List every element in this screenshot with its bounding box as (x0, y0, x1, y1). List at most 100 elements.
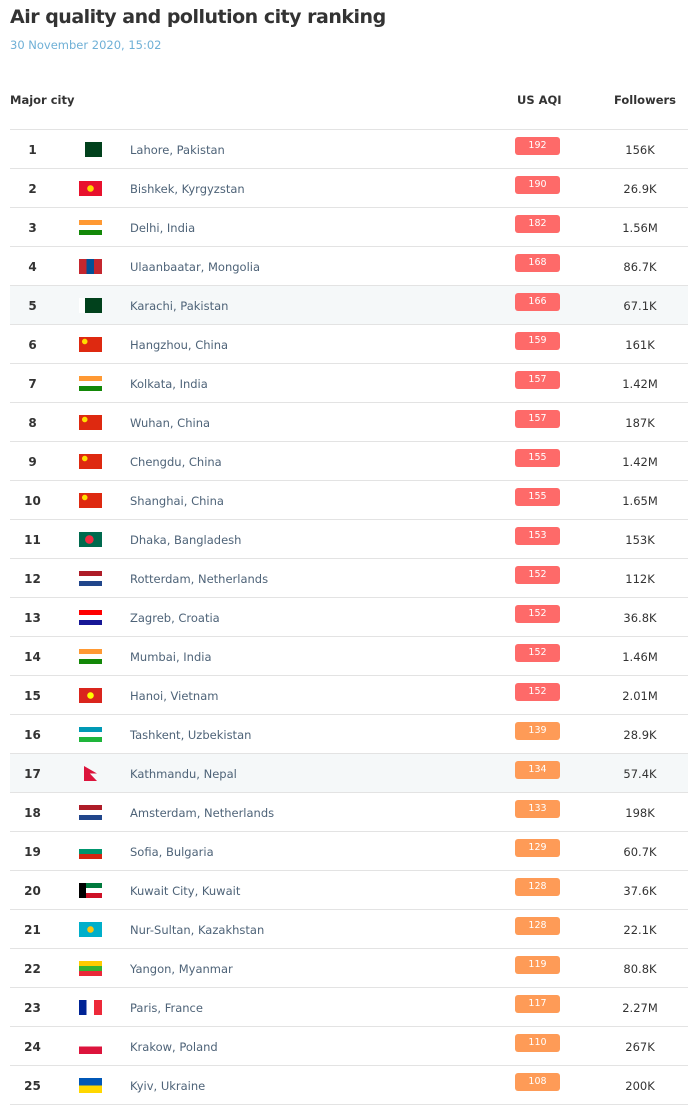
city-link[interactable]: Amsterdam, Netherlands (130, 806, 275, 820)
table-row[interactable]: 25 Kyiv, Ukraine 108 200K (10, 1066, 688, 1105)
aqi-badge: 133 (515, 800, 560, 818)
city-link[interactable]: Karachi, Pakistan (130, 299, 229, 313)
flag-cn-icon (79, 493, 102, 508)
city-link[interactable]: Lahore, Pakistan (130, 143, 225, 157)
city-link[interactable]: Paris, France (130, 1001, 203, 1015)
header-us-aqi[interactable]: US AQI (517, 93, 562, 107)
followers-count: 80.8K (623, 962, 657, 976)
rank: 12 (24, 572, 41, 586)
city-link[interactable]: Krakow, Poland (130, 1040, 218, 1054)
header-followers[interactable]: Followers (614, 93, 677, 107)
city-link[interactable]: Kuwait City, Kuwait (130, 884, 241, 898)
city-link[interactable]: Tashkent, Uzbekistan (130, 728, 252, 742)
followers-count: 57.4K (623, 767, 657, 781)
city-link[interactable]: Delhi, India (130, 221, 196, 235)
followers-count: 1.42M (622, 377, 658, 391)
rank: 13 (24, 611, 41, 625)
rank: 23 (24, 1001, 41, 1015)
followers-count: 1.46M (622, 650, 658, 664)
table-row[interactable]: 11 Dhaka, Bangladesh 153 153K (10, 520, 688, 559)
followers-count: 1.56M (622, 221, 658, 235)
rank: 17 (24, 767, 41, 781)
followers-count: 2.01M (622, 689, 658, 703)
flag-kz-icon (79, 922, 102, 937)
city-link[interactable]: Dhaka, Bangladesh (130, 533, 242, 547)
table-row[interactable]: 18 Amsterdam, Netherlands 133 198K (10, 793, 688, 832)
followers-count: 37.6K (623, 884, 657, 898)
followers-count: 60.7K (623, 845, 657, 859)
city-link[interactable]: Hanoi, Vietnam (130, 689, 219, 703)
table-row[interactable]: 6 Hangzhou, China 159 161K (10, 325, 688, 364)
city-link[interactable]: Zagreb, Croatia (130, 611, 220, 625)
table-row[interactable]: 14 Mumbai, India 152 1.46M (10, 637, 688, 676)
aqi-badge: 128 (515, 917, 560, 935)
flag-mn-icon (79, 259, 102, 274)
table-row[interactable]: 10 Shanghai, China 155 1.65M (10, 481, 688, 520)
table-row[interactable]: 7 Kolkata, India 157 1.42M (10, 364, 688, 403)
table-row[interactable]: 22 Yangon, Myanmar 119 80.8K (10, 949, 688, 988)
timestamp: 30 November 2020, 15:02 (10, 38, 162, 52)
table-row[interactable]: 2 Bishkek, Kyrgyzstan 190 26.9K (10, 169, 688, 208)
city-link[interactable]: Kathmandu, Nepal (130, 767, 237, 781)
table-row[interactable]: 23 Paris, France 117 2.27M (10, 988, 688, 1027)
city-link[interactable]: Ulaanbaatar, Mongolia (130, 260, 261, 274)
city-link[interactable]: Nur-Sultan, Kazakhstan (130, 923, 265, 937)
aqi-badge: 157 (515, 371, 560, 389)
city-link[interactable]: Kolkata, India (130, 377, 208, 391)
city-link[interactable]: Shanghai, China (130, 494, 224, 508)
table-row[interactable]: 12 Rotterdam, Netherlands 152 112K (10, 559, 688, 598)
rank: 25 (24, 1079, 41, 1093)
followers-count: 153K (625, 533, 655, 547)
city-link[interactable]: Sofia, Bulgaria (130, 845, 214, 859)
city-link[interactable]: Hangzhou, China (130, 338, 229, 352)
city-link[interactable]: Chengdu, China (130, 455, 222, 469)
aqi-badge: 110 (515, 1034, 560, 1052)
city-link[interactable]: Mumbai, India (130, 650, 212, 664)
flag-fr-icon (79, 1000, 102, 1015)
table-row[interactable]: 24 Krakow, Poland 110 267K (10, 1027, 688, 1066)
city-link[interactable]: Rotterdam, Netherlands (130, 572, 269, 586)
flag-nl-icon (79, 571, 102, 586)
table-row[interactable]: 13 Zagreb, Croatia 152 36.8K (10, 598, 688, 637)
rank: 19 (24, 845, 41, 859)
table-row[interactable]: 8 Wuhan, China 157 187K (10, 403, 688, 442)
flag-np-icon (84, 766, 97, 781)
table-row[interactable]: 17 Kathmandu, Nepal 134 57.4K (10, 754, 688, 793)
city-link[interactable]: Kyiv, Ukraine (130, 1079, 206, 1093)
aqi-badge: 139 (515, 722, 560, 740)
followers-count: 86.7K (623, 260, 657, 274)
rank: 7 (28, 377, 37, 391)
aqi-badge: 166 (515, 293, 560, 311)
table-row[interactable]: 1 Lahore, Pakistan 192 156K (10, 130, 688, 169)
followers-count: 67.1K (623, 299, 657, 313)
table-row[interactable]: 5 Karachi, Pakistan 166 67.1K (10, 286, 688, 325)
flag-bd-icon (79, 532, 102, 547)
city-link[interactable]: Bishkek, Kyrgyzstan (130, 182, 245, 196)
followers-count: 161K (625, 338, 655, 352)
aqi-badge: 168 (515, 254, 560, 272)
table-row[interactable]: 19 Sofia, Bulgaria 129 60.7K (10, 832, 688, 871)
city-link[interactable]: Wuhan, China (130, 416, 211, 430)
aqi-badge: 159 (515, 332, 560, 350)
flag-in-icon (79, 220, 102, 235)
table-row[interactable]: 9 Chengdu, China 155 1.42M (10, 442, 688, 481)
rank: 14 (24, 650, 41, 664)
table-row[interactable]: 20 Kuwait City, Kuwait 128 37.6K (10, 871, 688, 910)
flag-cn-icon (79, 337, 102, 352)
table-row[interactable]: 3 Delhi, India 182 1.56M (10, 208, 688, 247)
city-link[interactable]: Yangon, Myanmar (130, 962, 233, 976)
table-row[interactable]: 15 Hanoi, Vietnam 152 2.01M (10, 676, 688, 715)
flag-nl-icon (79, 805, 102, 820)
followers-count: 22.1K (623, 923, 657, 937)
followers-count: 198K (625, 806, 655, 820)
table-row[interactable]: 21 Nur-Sultan, Kazakhstan 128 22.1K (10, 910, 688, 949)
rank: 20 (24, 884, 41, 898)
table-row[interactable]: 4 Ulaanbaatar, Mongolia 168 86.7K (10, 247, 688, 286)
table-row[interactable]: 16 Tashkent, Uzbekistan 139 28.9K (10, 715, 688, 754)
aqi-badge: 152 (515, 644, 560, 662)
followers-count: 2.27M (622, 1001, 658, 1015)
followers-count: 1.42M (622, 455, 658, 469)
rank: 6 (28, 338, 37, 352)
aqi-badge: 119 (515, 956, 560, 974)
flag-uz2-icon (79, 727, 102, 742)
